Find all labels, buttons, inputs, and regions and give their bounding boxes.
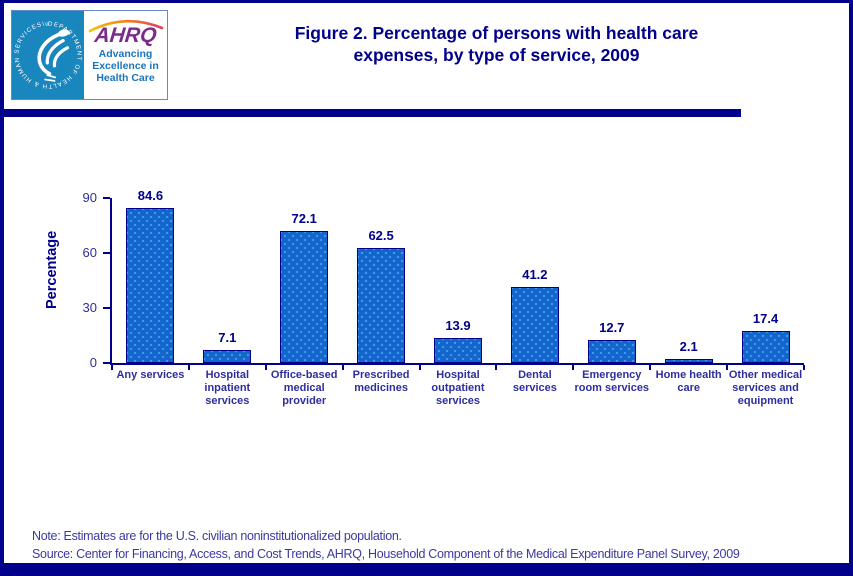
bar-slot: 7.1 Hospital inpatient services	[189, 198, 266, 407]
y-tick-label: 30	[82, 300, 97, 315]
x-boundary-tick	[187, 365, 190, 370]
x-boundary-tick	[495, 365, 498, 370]
category-label-line: services	[512, 382, 557, 394]
bar-slot: 13.9 Hospital outpatient services	[420, 198, 497, 407]
bar-slot: 41.2 Dental services	[496, 198, 573, 394]
category-label-line: medical	[283, 382, 325, 394]
category-label: Hospital inpatient services	[185, 369, 270, 408]
bar-value-label: 7.1	[218, 329, 237, 345]
bar	[664, 359, 713, 363]
header-divider-bar	[4, 109, 741, 117]
y-axis-line	[110, 198, 112, 365]
bar-value-label: 84.6	[137, 187, 164, 203]
x-boundary-tick	[803, 365, 805, 370]
bottom-bar	[4, 563, 849, 573]
bar-value-label: 12.7	[599, 319, 625, 335]
x-boundary-tick	[572, 365, 575, 370]
x-boundary-tick	[111, 365, 113, 370]
category-label-line: care	[677, 382, 700, 394]
bar	[433, 337, 482, 363]
category-label-line: Home health	[655, 369, 722, 381]
tagline-line: Health Care	[96, 72, 155, 84]
bar	[587, 339, 636, 363]
x-boundary-tick	[726, 365, 729, 370]
category-label: Office-based medical provider	[262, 369, 347, 408]
category-label-line: Any services	[116, 369, 185, 381]
category-label-line: services and	[732, 382, 799, 394]
y-tick-mark	[103, 362, 110, 364]
category-label-line: Hospital	[205, 369, 250, 381]
category-label-line: outpatient	[431, 382, 485, 394]
category-label-line: Dental	[518, 369, 552, 381]
category-label-line: Other medical	[728, 369, 803, 381]
category-label: Home health care	[646, 369, 731, 395]
bar-value-label: 13.9	[445, 317, 471, 333]
bar-chart: Percentage 0 30 60 90 84.6 Any services 7.1 Hosp…	[4, 117, 849, 427]
category-label-line: Emergency	[582, 369, 642, 381]
footer-notes: Note: Estimates are for the U.S. civilia…	[32, 527, 740, 563]
y-tick-mark	[103, 252, 110, 254]
category-label: Emergency room services	[569, 369, 654, 395]
bar-slot: 2.1 Home health care	[650, 198, 727, 394]
y-tick-label: 0	[89, 355, 97, 370]
category-label-line: services	[435, 395, 480, 407]
hhs-eagle-icon: DEPARTMENT OF HEALTH & HUMAN SERVICES\u0…	[12, 14, 83, 90]
y-tick-mark	[103, 307, 110, 309]
category-label-line: provider	[282, 395, 327, 407]
category-label-line: services	[205, 395, 250, 407]
figure-title: Figure 2. Percentage of persons with hea…	[179, 22, 814, 66]
y-tick-label: 90	[82, 190, 97, 205]
bar-value-label: 62.5	[368, 228, 394, 244]
category-label: Prescribed medicines	[339, 369, 424, 395]
note-text: Note: Estimates are for the U.S. civilia…	[32, 529, 402, 543]
category-label: Dental services	[492, 369, 577, 395]
bar	[510, 287, 559, 363]
x-boundary-tick	[649, 365, 652, 370]
tagline-line: Excellence in	[92, 60, 159, 72]
y-tick-label: 60	[82, 245, 97, 260]
ahrq-acronym: AHRQ	[93, 24, 158, 47]
category-label-line: inpatient	[204, 382, 251, 394]
hhs-seal: DEPARTMENT OF HEALTH & HUMAN SERVICES\u0…	[12, 11, 84, 99]
ahrq-tagline: Advancing Excellence in Health Care	[84, 48, 167, 84]
category-label-line: Prescribed	[352, 369, 410, 381]
bar-slot: 62.5 Prescribed medicines	[343, 198, 420, 394]
category-label: Other medical services and equipment	[723, 369, 808, 408]
tagline-line: Advancing	[98, 48, 153, 60]
svg-text:DEPARTMENT OF HEALTH & HUMAN S: DEPARTMENT OF HEALTH & HUMAN SERVICES\u0…	[12, 14, 83, 90]
category-label-line: medicines	[354, 382, 408, 394]
ahrq-wordmark: AHRQ Advancing Excellence in Health Care	[84, 11, 167, 99]
bar-slot: 12.7 Emergency room services	[573, 198, 650, 394]
bar	[280, 230, 329, 363]
category-label-line: Hospital	[436, 369, 480, 381]
figure-title-line1: Figure 2. Percentage of persons with hea…	[294, 23, 699, 43]
source-text: Source: Center for Financing, Access, an…	[32, 547, 740, 561]
category-label: Any services	[108, 369, 193, 382]
category-label-line: Office-based	[270, 369, 338, 381]
figure-title-line2: expenses, by type of service, 2009	[353, 45, 640, 65]
x-boundary-tick	[264, 365, 267, 370]
y-tick-mark	[103, 197, 110, 199]
bar	[126, 207, 175, 363]
bar	[741, 331, 790, 363]
x-axis-line	[110, 363, 804, 365]
category-label-line: equipment	[737, 395, 794, 407]
x-boundary-tick	[341, 365, 344, 370]
bar	[357, 248, 406, 363]
bar-slot: 84.6 Any services	[112, 188, 189, 381]
category-label: Hospital outpatient services	[416, 369, 501, 408]
bar	[203, 349, 252, 363]
ahrq-logo: DEPARTMENT OF HEALTH & HUMAN SERVICES\u0…	[11, 10, 168, 100]
bar-slot: 72.1 Office-based medical provider	[266, 198, 343, 407]
x-boundary-tick	[418, 365, 421, 370]
rainbow-arc-icon	[88, 19, 163, 33]
bar-slot: 17.4 Other medical services and equipment	[727, 198, 804, 407]
bar-value-label: 2.1	[679, 339, 698, 354]
bar-value-label: 41.2	[522, 267, 548, 283]
category-label-line: room services	[574, 382, 650, 394]
bar-value-label: 72.1	[291, 210, 317, 226]
bar-value-label: 17.4	[752, 311, 779, 327]
